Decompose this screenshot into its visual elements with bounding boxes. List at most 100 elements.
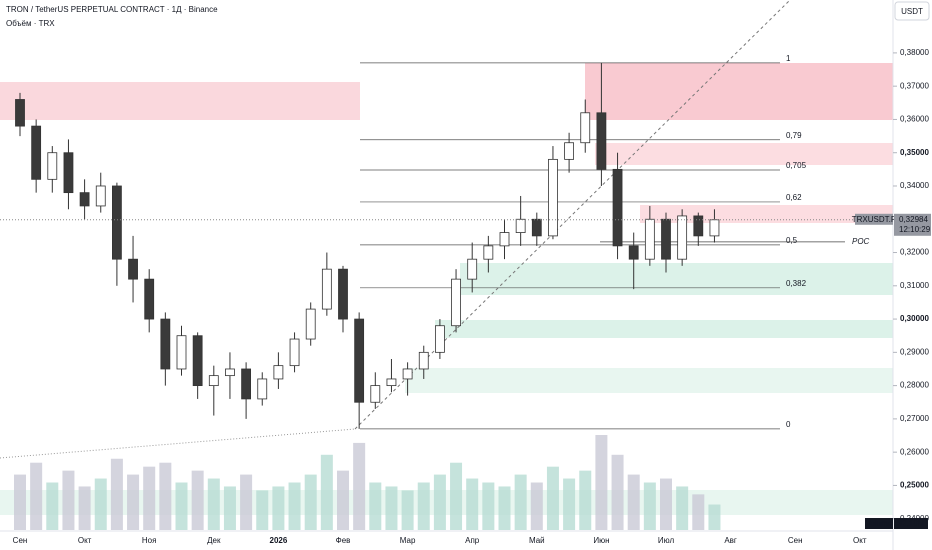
candle-body [338, 268, 348, 320]
volume-bar [482, 482, 495, 530]
volume-name: Volume [866, 519, 893, 528]
fib-label: 0 [786, 420, 791, 429]
currency[interactable]: USDT [901, 7, 923, 16]
candle-body [499, 232, 510, 247]
x-tick-label: Окт [78, 536, 92, 545]
y-tick-label: 0,26000 [900, 447, 929, 456]
y-tick-label: 0,36000 [900, 115, 929, 124]
volume-bar [62, 470, 75, 530]
candle-body [612, 168, 623, 247]
candle-body [418, 351, 429, 370]
y-tick-label: 0,25000 [900, 481, 929, 490]
symbol-badge [855, 213, 893, 225]
candle-body [515, 218, 526, 233]
candle-body [354, 318, 365, 403]
candle-body [467, 258, 478, 280]
y-tick-label: 0,31000 [900, 281, 929, 290]
x-tick-label: 2026 [270, 536, 288, 545]
candle-body [273, 365, 284, 380]
candle-body [31, 125, 42, 180]
candle-body [144, 278, 155, 320]
volume-bar [369, 482, 382, 530]
y-tick-label: 0,32000 [900, 248, 929, 257]
volume-value-badge [894, 518, 928, 529]
y-tick-label: 0,29000 [900, 347, 929, 356]
volume-bar [272, 486, 285, 530]
candle-body [176, 335, 187, 370]
volume-bar [110, 458, 123, 530]
candle-body [451, 278, 461, 327]
x-tick-label: Ноя [142, 536, 157, 545]
symbol-label: TRXUSDT.P [852, 215, 896, 224]
candle-body [95, 185, 106, 207]
candle-body [596, 112, 607, 170]
volume-badge [865, 518, 893, 529]
volume-bar [30, 462, 43, 530]
candle-body [63, 152, 74, 194]
zone [640, 205, 893, 223]
candle-body [386, 378, 397, 387]
y-tick-label: 0,28000 [900, 381, 929, 390]
volume-bar [660, 478, 672, 530]
fib-label: 0,382 [786, 279, 807, 288]
poc-label: POC [852, 237, 870, 246]
candle-body [693, 215, 704, 237]
x-tick-label: Апр [465, 536, 480, 545]
x-tick-label: Май [529, 536, 545, 545]
zone [435, 320, 893, 338]
volume-bar [530, 482, 543, 530]
volume-bar [191, 470, 204, 530]
candle-body [564, 142, 574, 160]
volume-bar [627, 474, 640, 530]
candle-body [128, 258, 138, 280]
volume-bar [127, 474, 140, 530]
y-tick-label: 0,27000 [900, 414, 929, 423]
x-tick-label: Дек [207, 536, 221, 545]
zone [405, 368, 893, 393]
candle-body [15, 99, 25, 127]
volume-bar [466, 478, 479, 530]
volume-bar [94, 478, 107, 530]
x-tick-label: Сен [788, 536, 803, 545]
subtitle: Объём · TRX [6, 19, 55, 28]
candle-body [628, 245, 639, 260]
y-tick-label: 0,35000 [900, 148, 929, 157]
countdown: 12:10:29 [899, 225, 931, 234]
volume-bar [643, 482, 656, 530]
candle-body [531, 218, 542, 237]
volume-bar [579, 470, 592, 530]
y-tick-label: 0,38000 [900, 48, 929, 57]
volume-bar [676, 486, 689, 530]
currency-button[interactable] [894, 1, 930, 21]
price-badge [894, 213, 931, 236]
volume-bar [175, 482, 188, 530]
volume-bar [223, 486, 236, 530]
x-tick-label: Авг [724, 536, 737, 545]
volume-bar [417, 482, 430, 530]
candle-body [644, 218, 655, 260]
zone [595, 143, 893, 165]
volume-bar [595, 435, 608, 530]
volume-bar [433, 474, 446, 530]
y-tick-label: 0,37000 [900, 81, 929, 90]
candle-body [225, 368, 235, 377]
volume-bar [46, 482, 59, 530]
x-tick-label: Фев [336, 536, 351, 545]
candle-body [709, 219, 720, 237]
x-tick-label: Окт [853, 536, 867, 545]
candle-body [289, 338, 300, 367]
candle-body [241, 368, 252, 400]
zone [460, 263, 893, 295]
volume-bar [288, 482, 301, 530]
volume-bar [337, 470, 349, 530]
fib-label: 0,62 [786, 193, 802, 202]
x-tick-label: Июл [658, 536, 675, 545]
volume-bar [353, 442, 366, 530]
volume-bar [320, 454, 333, 530]
fib-label: 0,79 [786, 131, 802, 140]
fib-label: 1 [786, 54, 791, 63]
x-tick-label: Сен [13, 536, 28, 545]
volume-bar [385, 486, 398, 530]
fib-label: 0,705 [786, 161, 807, 170]
candle-body [677, 215, 688, 260]
